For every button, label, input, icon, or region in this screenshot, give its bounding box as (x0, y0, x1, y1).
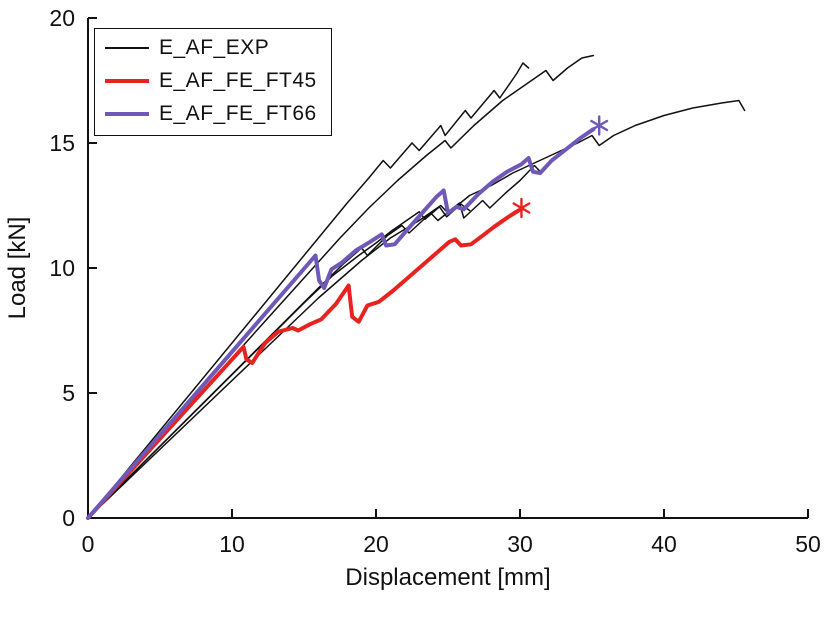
y-axis-label: Load [kN] (4, 216, 31, 320)
series-e-af-fe-ft66-line (86, 127, 596, 520)
x-tick-label: 30 (507, 531, 533, 557)
y-tick-label: 20 (49, 5, 75, 31)
x-axis-label: Displacement [mm] (345, 564, 551, 591)
end-marker-asterisk (590, 115, 609, 136)
legend-label-fe-ft45: E_AF_FE_FT45 (159, 69, 317, 92)
end-marker-asterisk (512, 197, 531, 219)
x-tick-label: 50 (795, 531, 821, 557)
series-e-af-exp-1-line (87, 62, 530, 519)
series-e-af-exp-4-line (87, 164, 543, 519)
legend-item-exp: E_AF_EXP (105, 36, 317, 60)
y-tick-label: 0 (62, 505, 75, 531)
y-tick-label: 10 (49, 255, 75, 281)
series-e-af-fe-ft45-line (86, 208, 521, 520)
series-e-af-exp-5-line (87, 203, 471, 519)
legend-item-fe-ft66: E_AF_FE_FT66 (105, 102, 317, 126)
legend-item-fe-ft45: E_AF_FE_FT45 (105, 69, 317, 93)
series-e-af-exp-2-line (87, 54, 595, 519)
legend: E_AF_EXP E_AF_FE_FT45 E_AF_FE_FT66 (94, 28, 332, 136)
legend-label-fe-ft66: E_AF_FE_FT66 (159, 102, 317, 125)
legend-line-sample-exp (105, 47, 149, 49)
asterisk-spoke (512, 202, 531, 214)
y-tick-label: 5 (62, 380, 75, 406)
y-tick-label: 15 (49, 130, 75, 156)
x-tick-label: 10 (219, 531, 245, 557)
series-e-af-exp-3-line (87, 99, 746, 519)
x-tick-label: 20 (363, 531, 389, 557)
asterisk-spoke (590, 119, 609, 132)
legend-line-sample-fe-ft66 (105, 112, 149, 116)
x-tick-label: 0 (82, 531, 95, 557)
x-tick-label: 40 (651, 531, 677, 557)
legend-line-sample-fe-ft45 (105, 79, 149, 83)
legend-label-exp: E_AF_EXP (159, 36, 270, 59)
